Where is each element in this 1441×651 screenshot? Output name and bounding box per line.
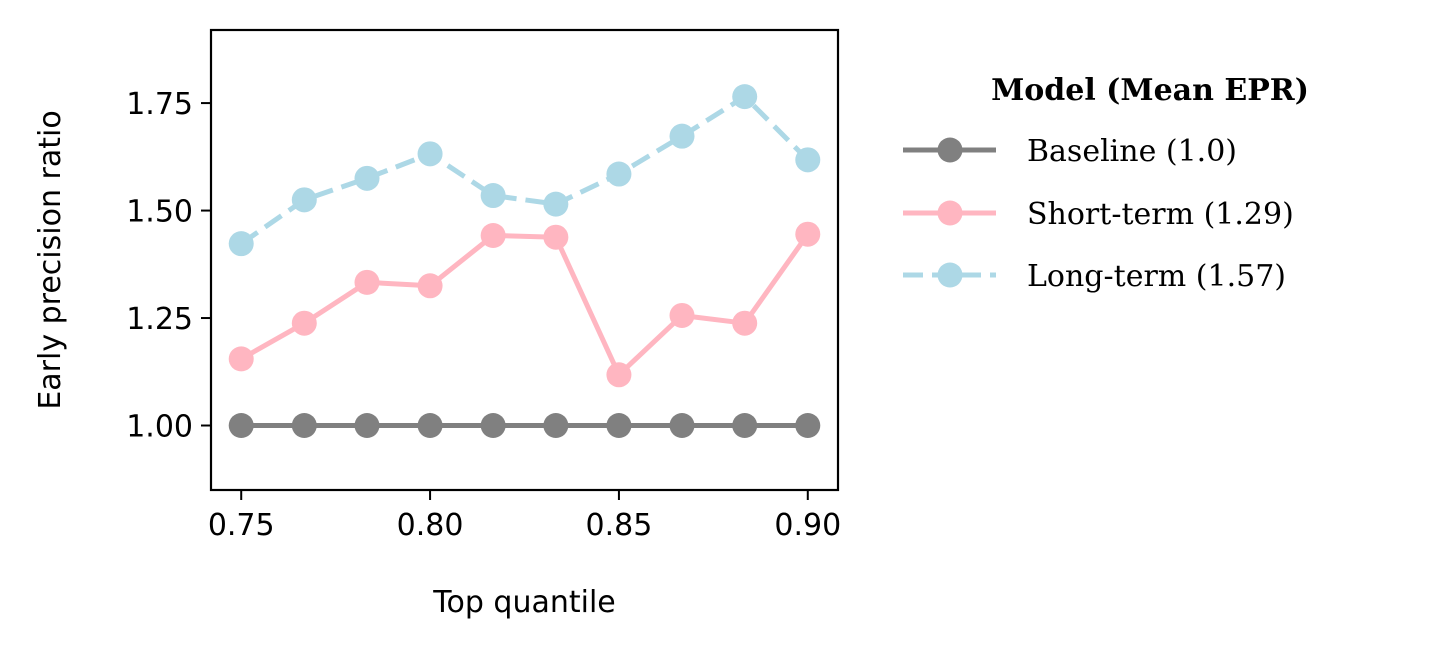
series-point xyxy=(229,346,254,371)
legend-entry-label: Long-term (1.57) xyxy=(1027,259,1286,294)
series-point xyxy=(229,231,254,256)
series-point xyxy=(354,413,379,438)
legend-entry-label: Baseline (1.0) xyxy=(1027,134,1237,169)
series-point xyxy=(481,223,506,248)
series-point xyxy=(229,413,254,438)
legend-marker xyxy=(938,138,963,163)
legend-marker xyxy=(938,263,963,288)
legend: Model (Mean EPR) Baseline (1.0) Short-ter… xyxy=(903,73,1309,294)
x-axis-label: Top quantile xyxy=(432,585,616,620)
series-point xyxy=(418,273,443,298)
series-point xyxy=(292,187,317,212)
y-tick-label: 1.25 xyxy=(126,302,193,337)
series-point xyxy=(354,166,379,191)
y-tick-label: 1.75 xyxy=(126,87,193,122)
series-point xyxy=(732,413,757,438)
series-point xyxy=(543,225,568,250)
plot-area xyxy=(211,30,838,490)
series-point xyxy=(418,141,443,166)
series-point xyxy=(418,413,443,438)
series-point xyxy=(481,183,506,208)
series-point xyxy=(543,413,568,438)
series-point xyxy=(795,413,820,438)
x-tick-label: 0.80 xyxy=(397,508,464,543)
series-point xyxy=(606,362,631,387)
series-point xyxy=(606,162,631,187)
series-point xyxy=(354,270,379,295)
y-tick-label: 1.00 xyxy=(126,410,193,445)
series-point xyxy=(670,124,695,149)
legend-title: Model (Mean EPR) xyxy=(991,73,1309,108)
x-tick-label: 0.75 xyxy=(208,508,275,543)
series-point xyxy=(732,311,757,336)
x-tick-label: 0.85 xyxy=(586,508,653,543)
series-point xyxy=(670,413,695,438)
series-point xyxy=(795,147,820,172)
y-tick-label: 1.50 xyxy=(126,195,193,230)
series-point xyxy=(481,413,506,438)
x-axis: 0.75 0.80 0.85 0.90 xyxy=(208,490,841,543)
series-line xyxy=(241,234,808,375)
y-axis-label: Early precision ratio xyxy=(33,110,68,409)
series-point xyxy=(670,303,695,328)
series-point xyxy=(795,222,820,247)
series-point xyxy=(606,413,631,438)
x-tick-label: 0.90 xyxy=(774,508,841,543)
legend-marker xyxy=(938,201,963,226)
series-point xyxy=(543,192,568,217)
series-point xyxy=(732,84,757,109)
series-point xyxy=(292,311,317,336)
y-axis: 1.00 1.25 1.50 1.75 xyxy=(126,87,211,444)
series-line xyxy=(241,97,808,244)
series-layer xyxy=(229,84,821,438)
series-point xyxy=(292,413,317,438)
legend-entry-label: Short-term (1.29) xyxy=(1027,197,1294,232)
